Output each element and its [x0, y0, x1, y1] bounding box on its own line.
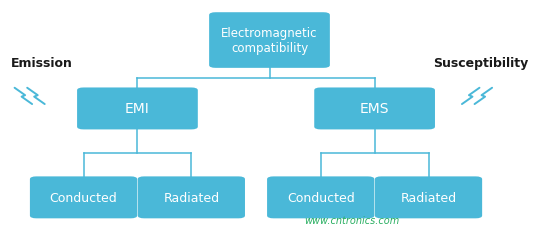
Text: Conducted: Conducted [50, 191, 118, 204]
Text: EMI: EMI [125, 102, 150, 116]
Text: www.cntronics.com: www.cntronics.com [305, 215, 400, 225]
FancyBboxPatch shape [209, 13, 330, 69]
Text: Radiated: Radiated [163, 191, 219, 204]
Text: Conducted: Conducted [287, 191, 355, 204]
FancyBboxPatch shape [30, 177, 137, 218]
FancyBboxPatch shape [267, 177, 374, 218]
Text: EMS: EMS [360, 102, 389, 116]
Text: Susceptibility: Susceptibility [433, 57, 528, 70]
FancyBboxPatch shape [138, 177, 245, 218]
Text: Electromagnetic
compatibility: Electromagnetic compatibility [221, 27, 318, 55]
FancyBboxPatch shape [375, 177, 482, 218]
Text: Radiated: Radiated [400, 191, 457, 204]
Text: Emission: Emission [11, 57, 73, 70]
FancyBboxPatch shape [314, 88, 435, 130]
FancyBboxPatch shape [77, 88, 198, 130]
